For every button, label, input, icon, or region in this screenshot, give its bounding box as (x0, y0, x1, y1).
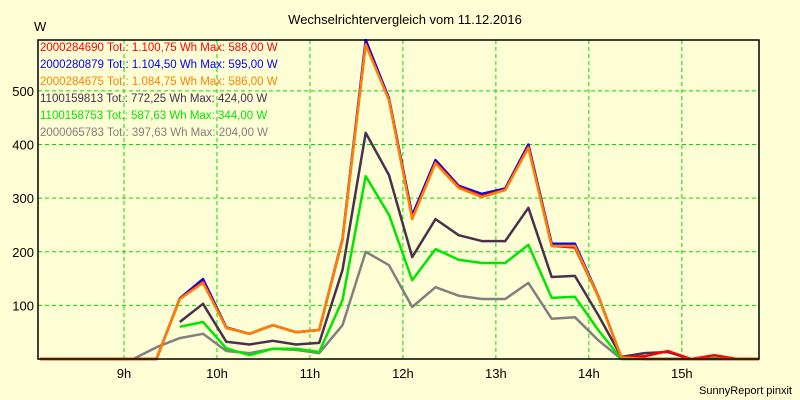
legend: 2000284690 Tot.: 1.100,75 Wh Max: 588,00… (40, 42, 278, 139)
legend-entry-2000065783: 2000065783 Tot.: 397,63 Wh Max: 204,00 W (40, 127, 268, 139)
y-tick-label: 400 (12, 138, 34, 153)
ticks: 100 200 300 400 500 9h 10h 11h 12h 13h 14h 15h (12, 84, 692, 381)
chart-title: Wechselrichtervergleich vom 11.12.2016 (288, 12, 522, 27)
legend-entry-1100158753: 1100158753 Tot.: 587,63 Wh Max: 344,00 W (40, 110, 267, 122)
y-axis-label: W (34, 19, 47, 34)
series-line-2000284675 (40, 43, 759, 361)
y-tick-label: 200 (12, 245, 34, 260)
legend-entry-2000284675: 2000284675 Tot.: 1.084,75 Wh Max: 586,00… (40, 76, 278, 88)
y-tick-label: 500 (12, 84, 34, 99)
series-line-2000284690 (40, 42, 759, 361)
x-tick-label: 14h (578, 366, 600, 381)
x-tick-label: 15h (671, 366, 693, 381)
footer-credit: SunnyReport pinxit (699, 385, 792, 397)
series-line-2000065783 (40, 250, 759, 361)
x-tick-label: 12h (392, 366, 414, 381)
x-tick-label: 10h (206, 366, 228, 381)
x-tick-label: 13h (485, 366, 507, 381)
x-tick-label: 9h (117, 366, 131, 381)
x-tick-label: 11h (300, 366, 321, 381)
legend-entry-2000284690: 2000284690 Tot.: 1.100,75 Wh Max: 588,00… (40, 42, 278, 54)
y-tick-label: 100 (12, 298, 34, 313)
plot-frame (37, 39, 760, 360)
legend-entry-2000280879: 2000280879 Tot.: 1.104,50 Wh Max: 595,00… (40, 59, 278, 71)
y-tick-label: 300 (12, 191, 34, 206)
series-line-1100159813 (179, 131, 759, 361)
series-line-1100158753 (179, 174, 759, 361)
legend-entry-1100159813: 1100159813 Tot.: 772,25 Wh Max: 424,00 W (40, 93, 267, 105)
